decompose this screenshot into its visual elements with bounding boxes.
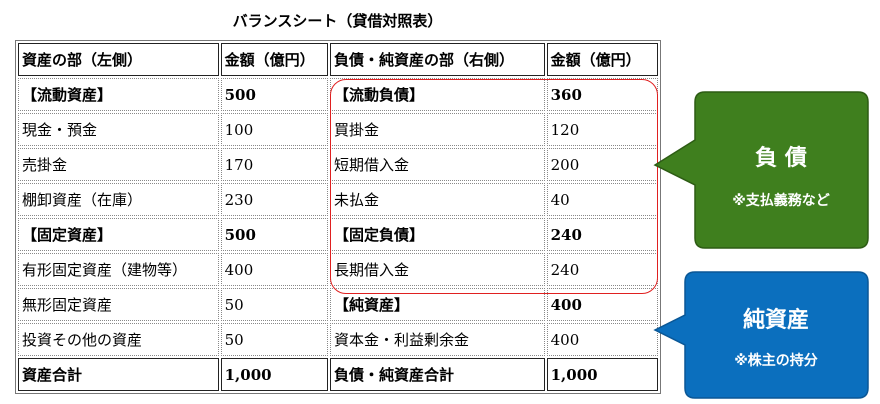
table-row: 売掛金 170 短期借入金 200 — [18, 148, 658, 181]
header-cell: 資産の部（左側） — [18, 43, 219, 76]
table-cell: 【流動資産】 — [18, 78, 219, 111]
table-cell: 資本金・利益剰余金 — [329, 323, 545, 356]
table-cell: 有形固定資産（建物等） — [18, 253, 219, 286]
header-cell: 金額（億円） — [220, 43, 328, 76]
table-cell: 負債・純資産合計 — [329, 358, 545, 391]
table-cell: 50 — [220, 288, 328, 321]
table-cell: 売掛金 — [18, 148, 219, 181]
equity-callout — [653, 271, 869, 399]
table-cell: 230 — [220, 183, 328, 216]
liability-note: ※支払義務など — [732, 192, 830, 209]
table-row: 無形固定資産 50 【純資産】 400 — [18, 288, 658, 321]
table-cell: 資産合計 — [18, 358, 219, 391]
header-cell: 金額（億円） — [546, 43, 658, 76]
table-row: 現金・預金 100 買掛金 120 — [18, 113, 658, 146]
table-cell: 400 — [220, 253, 328, 286]
table-row: 資産の部（左側） 金額（億円） 負債・純資産の部（右側） 金額（億円） — [18, 43, 658, 76]
table-cell: 【純資産】 — [329, 288, 545, 321]
table-cell: 100 — [220, 113, 328, 146]
equity-note: ※株主の持分 — [734, 352, 818, 369]
table-cell: 棚卸資産（在庫） — [18, 183, 219, 216]
table-cell: 1,000 — [546, 358, 658, 391]
balance-sheet: 資産の部（左側） 金額（億円） 負債・純資産の部（右側） 金額（億円） 【流動資産】 50… — [15, 40, 661, 394]
table-cell: 50 — [220, 323, 328, 356]
table-cell: 無形固定資産 — [18, 288, 219, 321]
table-cell: 投資その他の資産 — [18, 323, 219, 356]
table-cell: 500 — [220, 78, 328, 111]
table-row: 有形固定資産（建物等） 400 長期借入金 240 — [18, 253, 658, 286]
table-row: 棚卸資産（在庫） 230 未払金 40 — [18, 183, 658, 216]
table-cell: 現金・預金 — [18, 113, 219, 146]
equity-title: 純資産 — [743, 307, 809, 333]
table-row: 資産合計 1,000 負債・純資産合計 1,000 — [18, 358, 658, 391]
title: バランスシート（貸借対照表） — [232, 12, 443, 30]
table-cell: 【固定資産】 — [18, 218, 219, 251]
liability-callout — [653, 91, 869, 249]
table-cell: 400 — [546, 288, 658, 321]
table-cell: 500 — [220, 218, 328, 251]
table-row: 投資その他の資産 50 資本金・利益剰余金 400 — [18, 323, 658, 356]
header-cell: 負債・純資産の部（右側） — [329, 43, 545, 76]
table-cell: 170 — [220, 148, 328, 181]
table-cell: 400 — [546, 323, 658, 356]
table-cell: 1,000 — [220, 358, 328, 391]
liability-title: 負 債 — [755, 145, 807, 171]
